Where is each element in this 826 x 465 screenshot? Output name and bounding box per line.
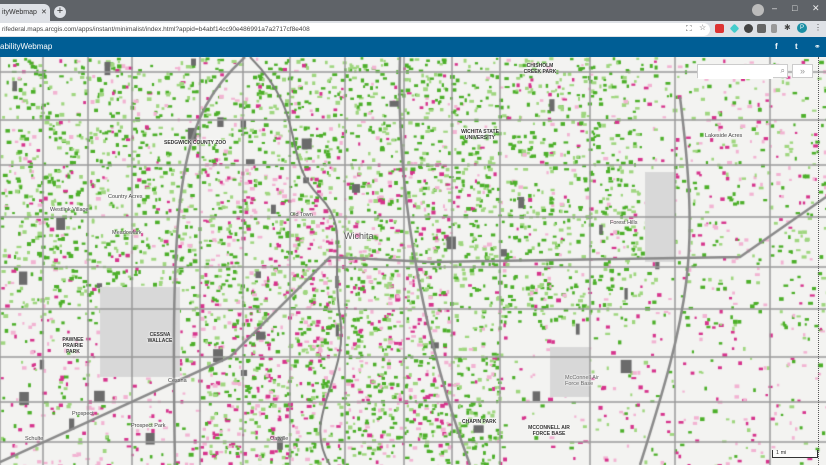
scale-bar: 1 mi — [772, 450, 818, 458]
extension-icon[interactable] — [744, 24, 753, 33]
address-bar-area: rifederal.maps.arcgis.com/apps/instant/m… — [0, 21, 826, 37]
menu-kebab-icon[interactable]: ⋮ — [814, 23, 822, 32]
extension-icon[interactable] — [757, 24, 766, 33]
incognito-icon — [752, 4, 764, 16]
map-label: Schulte — [25, 436, 44, 442]
link-icon[interactable]: ⚭ — [814, 42, 821, 51]
expand-panel-button[interactable]: » — [792, 64, 813, 78]
close-window-button[interactable]: ✕ — [812, 3, 820, 13]
app-header: abilityWebmap f t ⚭ — [0, 37, 826, 57]
minimize-button[interactable]: – — [772, 3, 778, 13]
address-bar-background — [0, 23, 710, 36]
panel-divider — [818, 57, 819, 465]
map-label: SEDGWICK COUNTY ZOO — [164, 140, 227, 146]
map-label: Prospect Park — [131, 423, 166, 429]
map-label: MCCONNELL AIR FORCE BASE — [528, 425, 570, 437]
map-label: Wichita — [344, 231, 374, 241]
map-view[interactable]: SEDGWICK COUNTY ZOO Westlink Village Cou… — [0, 57, 826, 465]
maximize-button[interactable]: □ — [792, 3, 798, 13]
browser-tab[interactable]: ityWebmap — [0, 4, 50, 21]
extension-icon[interactable] — [771, 24, 777, 33]
map-label: CHISHOLM CREEK PARK — [523, 63, 557, 75]
bookmark-star-icon[interactable]: ☆ — [699, 23, 707, 32]
url-input[interactable]: rifederal.maps.arcgis.com/apps/instant/m… — [2, 26, 310, 33]
facebook-icon[interactable]: f — [775, 42, 778, 51]
map-label: Prospect — [72, 411, 94, 417]
search-input[interactable] — [698, 68, 773, 79]
extension-icon[interactable] — [715, 24, 724, 33]
map-label: Meadowlark — [112, 230, 142, 236]
tab-close-icon[interactable]: ✕ — [41, 9, 47, 16]
tab-title: ityWebmap — [2, 9, 37, 16]
search-icon[interactable]: ⌕ — [780, 66, 785, 75]
map-label: Westlink Village — [50, 207, 89, 213]
map-label: PAWNEE PRAIRIE PARK — [62, 337, 84, 355]
map-canvas[interactable] — [0, 57, 826, 465]
map-label: Lakeside Acres — [705, 133, 743, 139]
screenshot-icon[interactable]: ⛶ — [686, 24, 692, 33]
map-label: Oatville — [270, 436, 289, 442]
map-label: WICHITA STATE UNIVERSITY — [461, 129, 499, 141]
extensions-puzzle-icon[interactable]: ✱ — [784, 23, 791, 32]
map-label: Forest Hills — [610, 220, 638, 226]
twitter-icon[interactable]: t — [795, 42, 798, 51]
new-tab-button[interactable]: + — [54, 6, 66, 18]
search-widget[interactable]: ⌕ — [697, 64, 788, 79]
profile-avatar[interactable]: P — [797, 23, 807, 33]
browser-tab-bar: ityWebmap ✕ + – □ ✕ — [0, 0, 826, 21]
map-label: Cessna — [168, 378, 187, 384]
map-label: Country Acres — [108, 194, 143, 200]
map-label: Old Town — [290, 212, 313, 218]
map-label: CHAPIN PARK — [462, 419, 497, 425]
app-title: abilityWebmap — [0, 42, 53, 51]
map-label: CESSNA WALLACE — [147, 332, 173, 344]
map-label: McConnell Air Force Base — [565, 375, 599, 387]
